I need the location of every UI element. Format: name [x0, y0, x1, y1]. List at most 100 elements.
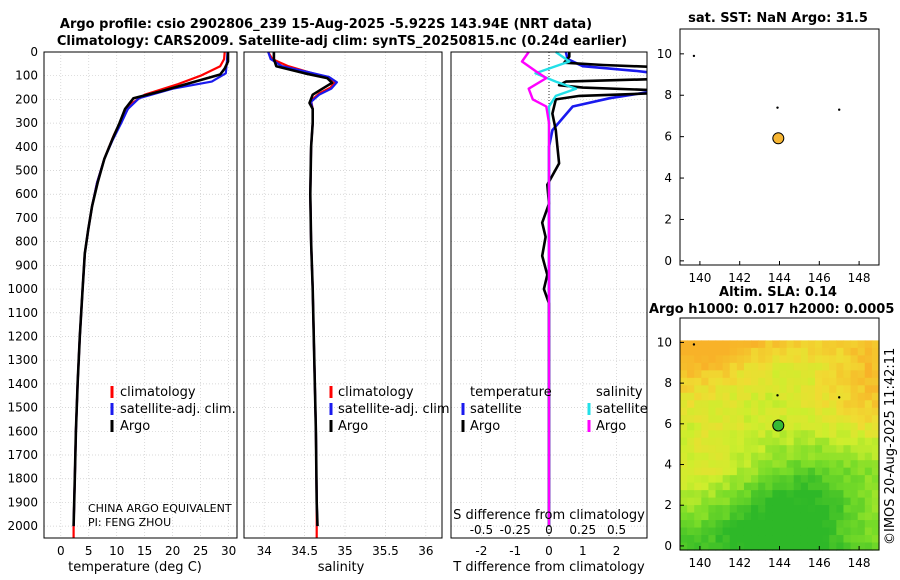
sla-cell — [765, 482, 773, 491]
sla-cell — [729, 377, 738, 386]
sla-cell — [751, 392, 759, 401]
sla-cell — [857, 415, 866, 424]
sla-cell — [857, 340, 866, 349]
sla-cell — [765, 535, 773, 544]
sla-cell — [694, 430, 702, 439]
sla-cell — [736, 355, 745, 364]
sla-cell — [708, 400, 717, 409]
sla-cell — [765, 497, 773, 506]
sla-cell — [758, 407, 766, 416]
sla-cell — [786, 445, 795, 454]
sla-cell — [850, 505, 859, 514]
sla-cell — [815, 340, 823, 349]
sla-cell — [694, 460, 702, 469]
sla-cell — [793, 377, 802, 386]
sla-cell — [786, 467, 795, 476]
sla-cell — [722, 407, 731, 416]
m1-float-dot-0 — [692, 54, 696, 58]
sla-cell — [779, 392, 788, 401]
sla-cell — [829, 347, 837, 356]
sla-cell — [850, 460, 859, 469]
sla-cell — [779, 505, 788, 514]
sla-cell — [779, 535, 788, 544]
sla-cell — [687, 400, 695, 409]
sla-cell — [743, 370, 752, 379]
sla-cell — [850, 542, 859, 551]
sla-cell — [736, 385, 745, 394]
sla-cell — [687, 520, 695, 529]
sla-cell — [807, 362, 816, 371]
sla-cell — [800, 445, 809, 454]
sla-cell — [815, 445, 823, 454]
sla-cell — [765, 392, 773, 401]
sla-cell — [708, 430, 717, 439]
sla-cell — [687, 355, 695, 364]
sla-cell — [758, 527, 766, 536]
sla-cell — [722, 400, 731, 409]
sla-cell — [715, 505, 724, 514]
sla-map-dots — [692, 343, 841, 432]
sla-cell — [871, 520, 880, 529]
sla-cell — [829, 385, 837, 394]
sla-cell — [743, 467, 752, 476]
sla-cell — [857, 377, 866, 386]
sla-cell — [736, 460, 745, 469]
sla-cell — [822, 482, 830, 491]
depth-tick-900: 900 — [15, 258, 38, 272]
sla-cell — [729, 505, 738, 514]
sla-cell — [815, 385, 823, 394]
sla-cell — [680, 445, 688, 454]
depth-tick-1200: 1200 — [7, 329, 38, 343]
m2-xtick-146: 146 — [808, 556, 831, 570]
sla-cell — [793, 452, 802, 461]
sla-cell — [680, 482, 688, 491]
sla-cell — [850, 347, 859, 356]
sla-cell — [864, 475, 873, 484]
sla-cell — [715, 460, 724, 469]
sla-cell — [864, 355, 873, 364]
sla-cell — [680, 415, 688, 424]
sla-cell — [793, 400, 802, 409]
sla-cell — [722, 475, 731, 484]
sla-cell — [701, 527, 710, 536]
sla-cell — [729, 482, 738, 491]
depth-tick-1500: 1500 — [7, 401, 38, 415]
m2-float-dot-0 — [692, 343, 696, 346]
temperature-grid — [44, 51, 237, 538]
depth-tick-1300: 1300 — [7, 353, 38, 367]
sla-cell — [871, 542, 880, 551]
sla-cell — [786, 452, 795, 461]
depth-tick-800: 800 — [15, 235, 38, 249]
sla-cell — [800, 460, 809, 469]
sla-cell — [871, 422, 880, 431]
sla-cell — [864, 505, 873, 514]
sla-cell — [694, 497, 702, 506]
sla-cell — [743, 422, 752, 431]
m1-ytick-6: 6 — [664, 130, 672, 144]
sst-map-title: sat. SST: NaN Argo: 31.5 — [688, 11, 868, 26]
sla-cell — [743, 355, 752, 364]
depth-tick-1800: 1800 — [7, 472, 38, 486]
sla-cell — [850, 340, 859, 349]
sla-cell — [701, 422, 710, 431]
m2-ytick-4: 4 — [664, 458, 672, 472]
sla-cell — [680, 535, 688, 544]
title-line-2: Climatology: CARS2009. Satellite-adj cli… — [57, 34, 627, 49]
sla-cell — [857, 535, 866, 544]
sla-cell — [815, 370, 823, 379]
sla-cell — [715, 467, 724, 476]
sla-cell — [843, 385, 852, 394]
sla-cell — [836, 452, 845, 461]
sla-cell — [715, 445, 724, 454]
temperature-legend: climatology satellite-adj. clim. Argo — [110, 385, 236, 434]
sla-cell — [864, 482, 873, 491]
sla-cell — [779, 445, 788, 454]
difference-legend: temperature salinity satellite Argo sate… — [461, 385, 648, 434]
m2-xtick-144: 144 — [768, 556, 791, 570]
sla-cell — [743, 445, 752, 454]
sla-cell — [822, 385, 830, 394]
depth-tick-0: 0 — [30, 45, 38, 59]
sla-cell — [736, 392, 745, 401]
sla-cell — [687, 460, 695, 469]
sal-tick-34: 34 — [257, 544, 272, 558]
